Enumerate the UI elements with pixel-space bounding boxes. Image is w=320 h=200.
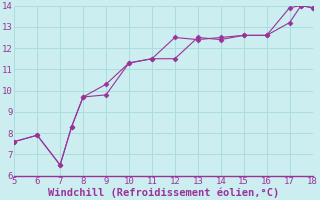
X-axis label: Windchill (Refroidissement éolien,°C): Windchill (Refroidissement éolien,°C) [48,187,279,198]
